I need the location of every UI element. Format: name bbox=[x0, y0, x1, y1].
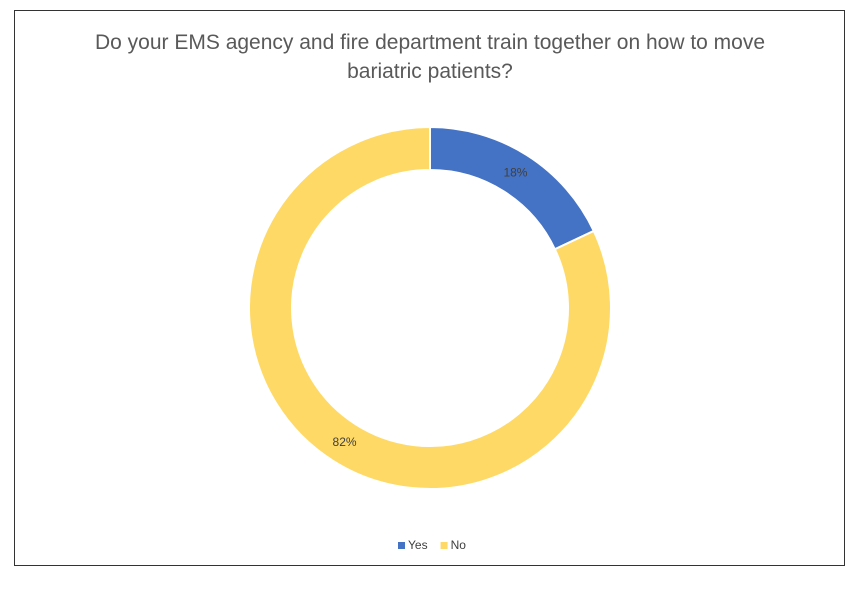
legend-swatch bbox=[398, 542, 405, 549]
legend-label: No bbox=[451, 538, 467, 552]
legend-swatch bbox=[440, 542, 448, 549]
chart-title: Do your EMS agency and fire department t… bbox=[94, 31, 766, 83]
legend-label: Yes bbox=[408, 538, 428, 552]
data-label: 18% bbox=[503, 166, 527, 180]
slice bbox=[429, 125, 596, 251]
chart-frame bbox=[14, 10, 845, 566]
data-label: 82% bbox=[333, 435, 357, 449]
slice bbox=[248, 125, 612, 490]
